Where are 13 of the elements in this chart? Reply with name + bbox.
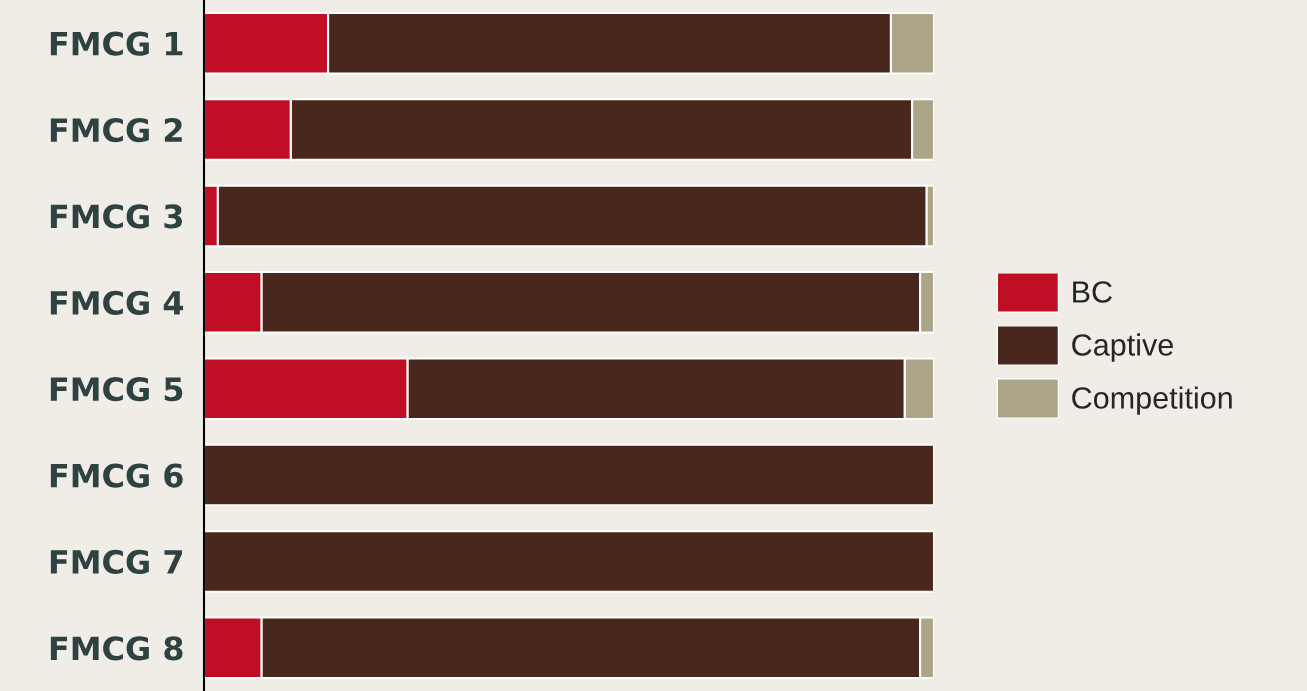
y-tick-label: FMCG 7 [50, 549, 183, 575]
y-tick-label: FMCG 2 [50, 117, 182, 143]
bar [204, 530, 934, 593]
legend-label: Captive [1072, 333, 1173, 362]
y-tick-label: FMCG 4 [50, 290, 184, 315]
y-tick-label: FMCG 3 [50, 204, 183, 229]
y-tick-label: FMCG 8 [50, 636, 183, 661]
y-tick-label: FMCG 1 [50, 31, 183, 56]
y-tick-label: FMCG 5 [50, 377, 183, 402]
legend-label: BC [1073, 281, 1112, 303]
legend-label: Competition [1072, 386, 1232, 415]
bar [204, 443, 934, 507]
y-tick-label: FMCG 6 [50, 463, 183, 488]
